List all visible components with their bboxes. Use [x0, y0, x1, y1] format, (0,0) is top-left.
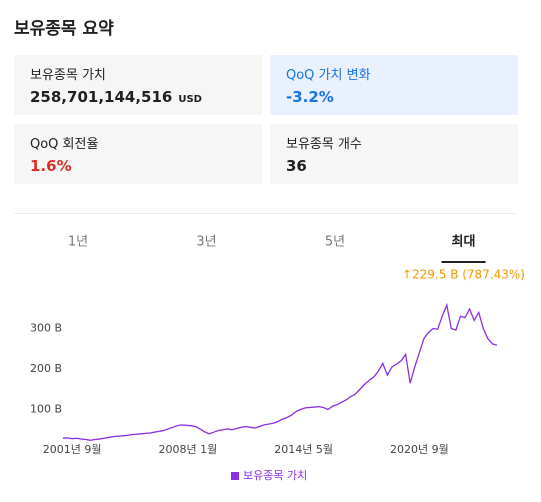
card-value: 1.6% — [30, 157, 72, 175]
tab[interactable]: 최대 — [452, 235, 476, 250]
card-label: 보유종목 개수 — [286, 137, 362, 152]
tab[interactable]: 3년 — [196, 235, 216, 250]
card-unit: USD — [178, 94, 202, 105]
legend-label: 보유종목 가치 — [243, 469, 307, 482]
summary-card: QoQ 가치 변화 -3.2% — [270, 55, 518, 115]
summary-card: 보유종목 개수 36 — [270, 124, 518, 184]
tab[interactable]: 1년 — [68, 235, 88, 250]
section-title: 보유종목 요약 — [14, 19, 114, 39]
x-tick-label: 2020년 9월 — [390, 443, 449, 456]
summary-card: QoQ 회전율 1.6% — [14, 124, 262, 184]
chart: ↑229.5 B (787.43%) 1년 3년 5년 최대 100 B 200 B 300… — [30, 235, 525, 483]
summary-card: 보유종목 가치 258,701,144,516 USD — [14, 55, 262, 115]
card-label: 보유종목 가치 — [30, 68, 106, 83]
change-annotation: ↑229.5 B (787.43%) — [402, 268, 525, 282]
series-line — [62, 302, 498, 441]
card-value: -3.2% — [286, 88, 334, 106]
tab[interactable]: 5년 — [325, 235, 345, 250]
card-value: 36 — [286, 157, 307, 175]
x-tick-label: 2014년 5월 — [274, 443, 333, 456]
y-tick-label: 300 B — [30, 322, 62, 335]
y-tick-label: 100 B — [30, 403, 62, 416]
x-tick-label: 2001년 9월 — [43, 443, 102, 456]
y-tick-label: 200 B — [30, 362, 62, 375]
card-label: QoQ 회전율 — [30, 137, 99, 152]
legend-swatch — [231, 472, 239, 480]
divider — [14, 213, 517, 214]
card-value: 258,701,144,516 — [30, 88, 173, 106]
card-value-row: 258,701,144,516 USD — [30, 88, 246, 106]
x-tick-label: 2008년 1월 — [159, 443, 218, 456]
card-label: QoQ 가치 변화 — [286, 68, 371, 83]
